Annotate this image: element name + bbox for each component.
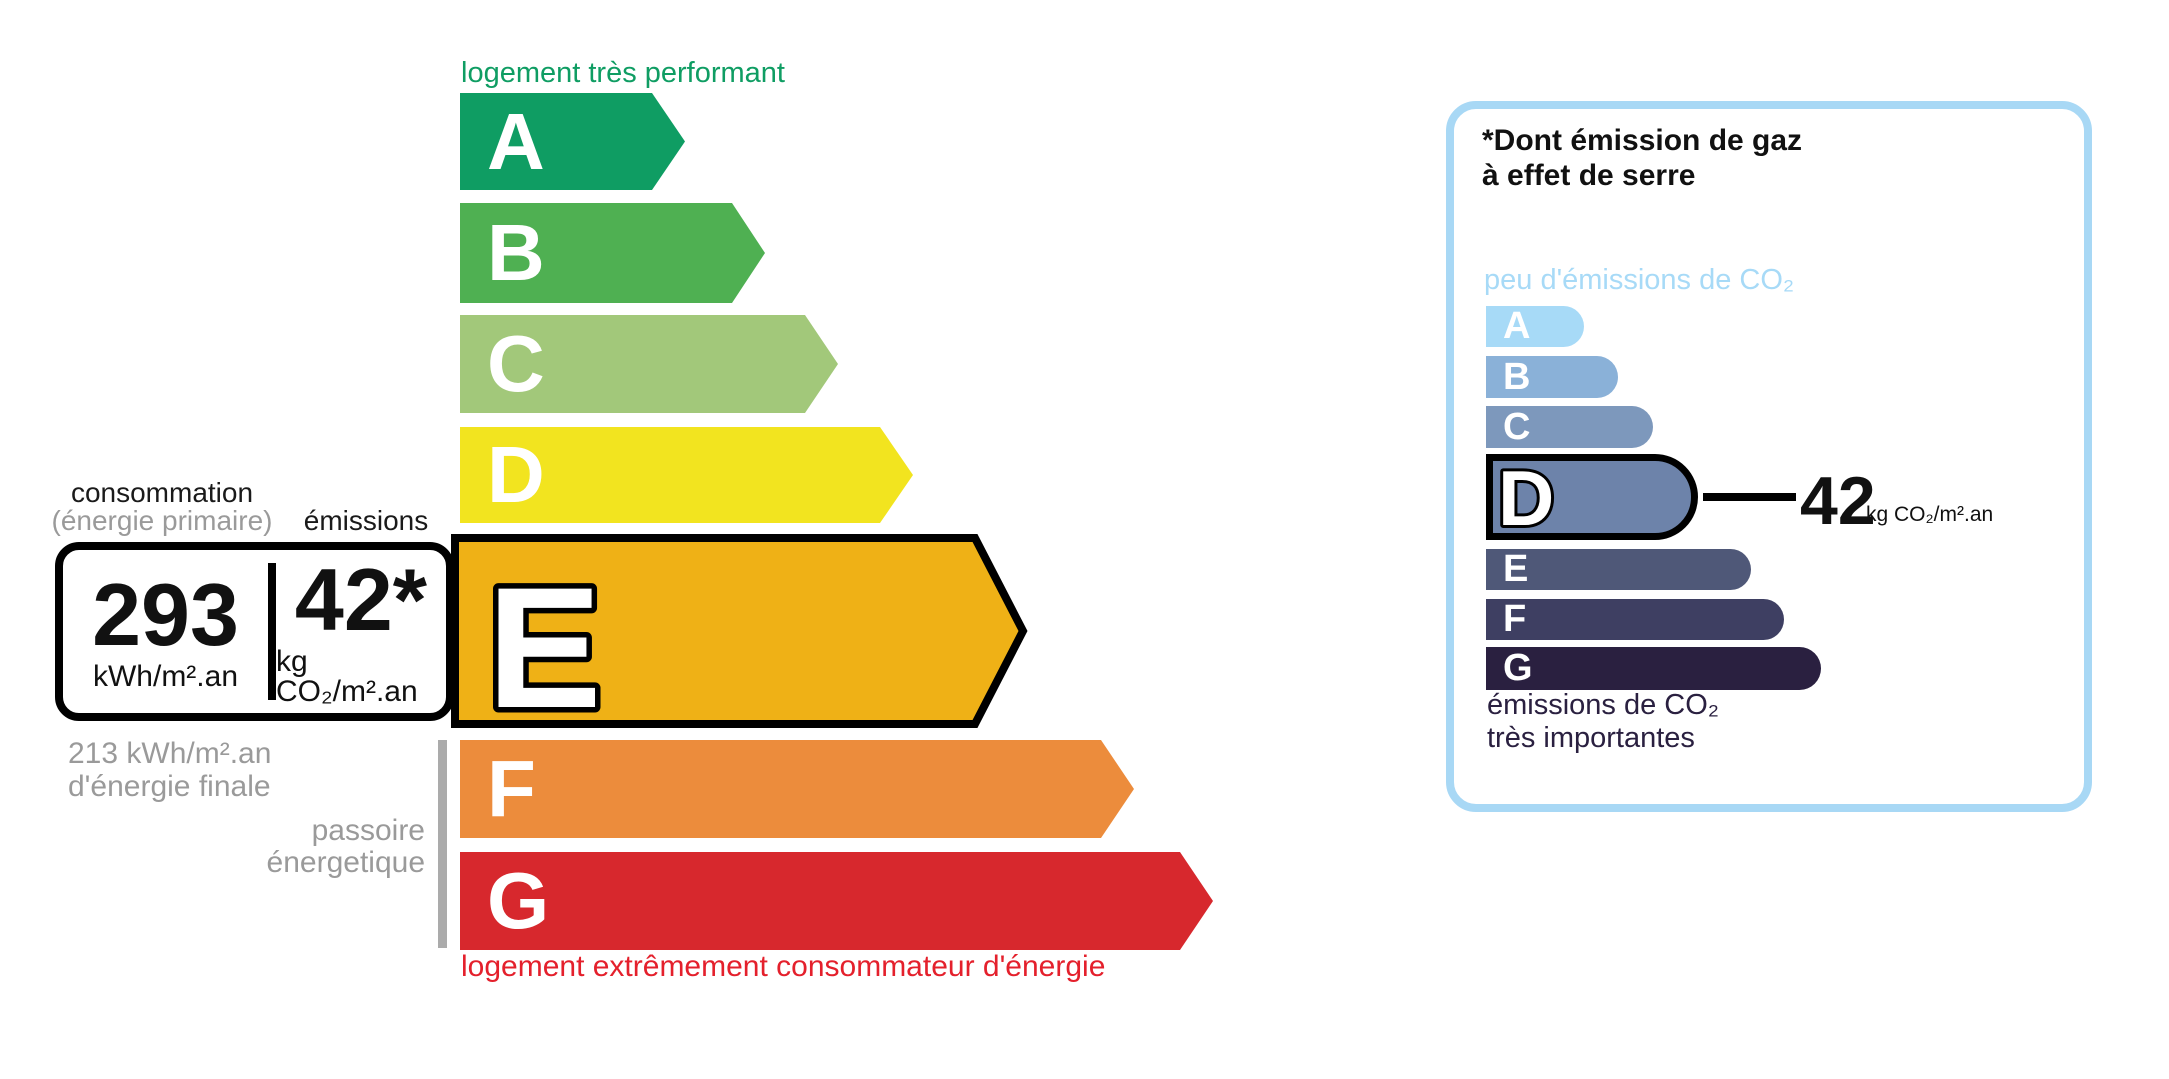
values-box: 293 kWh/m².an 42* kg CO₂/m².an — [55, 542, 454, 721]
co2-bar-d-highlighted: D — [1486, 451, 1698, 545]
co2-bar-a-letter: A — [1503, 305, 1531, 347]
energy-arrow-e-shape — [451, 534, 1028, 728]
energy-arrow-a: A — [460, 93, 685, 190]
primary-energy-value: 293 — [92, 565, 239, 664]
energy-arrow-c: C — [460, 315, 838, 413]
co2-bar-e: E — [1486, 548, 1751, 590]
energy-arrow-d: D — [460, 427, 913, 523]
co2-bar-c: C — [1486, 406, 1653, 448]
passoire-bracket-bar — [438, 740, 447, 948]
co2-bar-d-letter: D — [1498, 461, 1554, 533]
energy-arrow-f-letter: F — [487, 744, 536, 833]
energy-arrow-b: B — [460, 203, 765, 303]
co2-bar-g-letter: G — [1503, 647, 1533, 689]
co2-bar-e-letter: E — [1503, 548, 1529, 590]
primary-energy-cell: 293 kWh/m².an — [63, 550, 268, 713]
co2-bar-c-letter: C — [1503, 405, 1531, 448]
co2-panel-title: *Dont émission de gaz à effet de serre — [1482, 123, 1802, 193]
co2-unit: kg CO₂/m².an — [276, 645, 418, 708]
energy-arrow-b-letter: B — [487, 208, 545, 297]
energy-arrow-f: F — [460, 740, 1134, 838]
co2-value: 42* — [294, 550, 428, 649]
co2-value-connector-line — [1703, 493, 1796, 501]
co2-panel-title-line1: *Dont émission de gaz — [1482, 124, 1803, 157]
co2-bar-g: G — [1486, 647, 1821, 690]
co2-bar-b-letter: B — [1503, 355, 1531, 398]
final-energy-line1: 213 kWh/m².an — [68, 737, 272, 770]
co2-bar-b: B — [1486, 356, 1618, 398]
energy-arrow-a-letter: A — [487, 96, 545, 186]
energy-arrow-g-letter: G — [487, 856, 550, 945]
energy-arrow-c-letter: C — [487, 319, 545, 408]
values-divider — [268, 563, 276, 700]
co2-panel-title-line2: à effet de serre — [1482, 159, 1696, 192]
co2-value-cell: 42* kg CO₂/m².an — [276, 550, 446, 713]
co2-panel-value: 42 — [1800, 463, 1876, 539]
primary-energy-unit: kWh/m².an — [92, 660, 239, 693]
energy-arrow-e-highlighted: E — [451, 534, 1028, 732]
emissions-label: émissions — [303, 505, 429, 536]
energy-scale-top-label: logement très performant — [461, 57, 785, 89]
co2-scale-bottom-line2: très importantes — [1487, 722, 1695, 754]
co2-scale-bottom-line1: émissions de CO₂ — [1487, 689, 1720, 721]
energy-scale-bottom-label: logement extrêmement consommateur d'éner… — [461, 950, 1106, 983]
energy-arrow-g: G — [460, 852, 1213, 950]
co2-bar-f-letter: F — [1503, 598, 1527, 640]
final-energy-line2: d'énergie finale — [68, 770, 271, 803]
energy-arrow-d-letter: D — [487, 430, 545, 519]
co2-scale-top-label: peu d'émissions de CO₂ — [1484, 264, 1795, 296]
passoire-line2: énergetique — [266, 846, 425, 879]
co2-panel-value-unit: kg CO₂/m².an — [1866, 503, 1994, 526]
consumption-sublabel: (énergie primaire) — [51, 505, 273, 536]
co2-bar-a: A — [1486, 305, 1584, 347]
final-energy-annotation: 213 kWh/m².an d'énergie finale — [68, 737, 271, 803]
co2-panel: *Dont émission de gaz à effet de serre p… — [1446, 101, 2092, 812]
energy-arrow-e-letter: E — [487, 552, 602, 732]
passoire-annotation: passoire énergetique — [205, 815, 425, 879]
consumption-label: consommation — [70, 477, 254, 508]
co2-bar-f: F — [1486, 598, 1784, 640]
co2-bar-d-letter-svg: D — [1495, 451, 1557, 545]
co2-scale-bottom-label: émissions de CO₂ très importantes — [1487, 689, 1719, 755]
passoire-line1: passoire — [311, 814, 425, 847]
